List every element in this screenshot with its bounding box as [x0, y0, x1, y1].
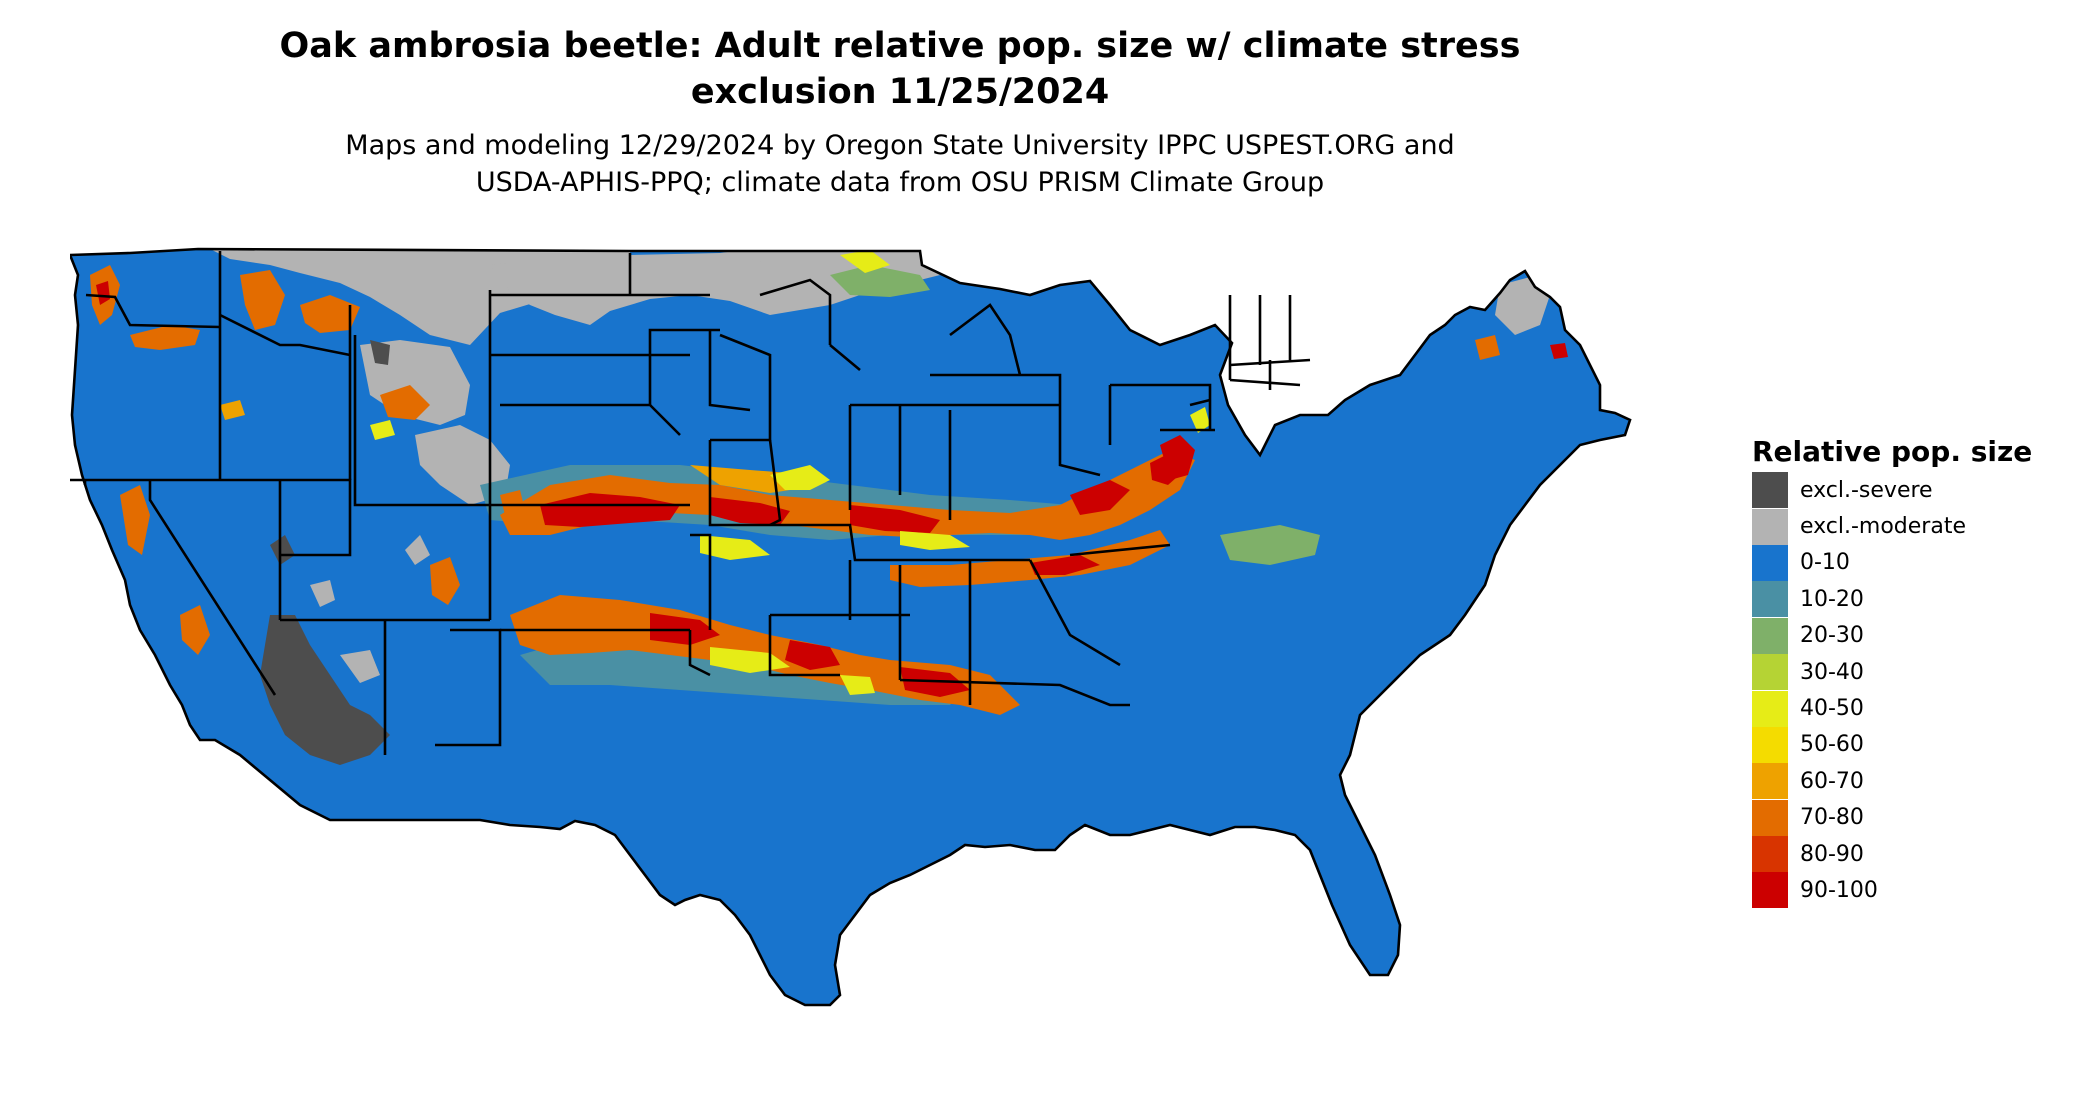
legend-swatch: [1752, 872, 1788, 909]
legend-swatch: [1752, 581, 1788, 618]
legend-item: 90-100: [1752, 872, 2092, 909]
legend-label: 30-40: [1800, 659, 1864, 685]
map-subtitle-line2: USDA-APHIS-PPQ; climate data from OSU PR…: [475, 167, 1325, 198]
us-map: [70, 247, 1632, 1007]
legend-swatch: [1752, 472, 1788, 509]
map-subtitle-line1: Maps and modeling 12/29/2024 by Oregon S…: [345, 130, 1455, 161]
legend-label: 50-60: [1800, 732, 1864, 758]
legend-label: 90-100: [1800, 877, 1878, 903]
legend-label: 0-10: [1800, 550, 1850, 576]
legend-label: 70-80: [1800, 805, 1864, 831]
legend-swatch: [1752, 654, 1788, 691]
legend-item: 0-10: [1752, 544, 2092, 581]
legend-label: 10-20: [1800, 586, 1864, 612]
legend-rows: excl.-severe excl.-moderate 0-10 10-20 20-30…: [1752, 472, 2092, 909]
legend-item: excl.-severe: [1752, 472, 2092, 509]
map-title-line1: Oak ambrosia beetle: Adult relative pop.…: [279, 26, 1521, 66]
legend-label: 40-50: [1800, 696, 1864, 722]
map-title-line2: exclusion 11/25/2024: [690, 72, 1110, 112]
legend-item: 50-60: [1752, 726, 2092, 763]
legend-swatch: [1752, 690, 1788, 727]
legend-swatch: [1752, 836, 1788, 873]
legend-label: excl.-severe: [1800, 477, 1933, 503]
legend-label: 60-70: [1800, 768, 1864, 794]
legend-label: excl.-moderate: [1800, 514, 1966, 540]
legend-title: Relative pop. size: [1752, 435, 2033, 468]
legend-item: 60-70: [1752, 763, 2092, 800]
legend-item: 20-30: [1752, 617, 2092, 654]
legend-item: excl.-moderate: [1752, 508, 2092, 545]
legend-swatch: [1752, 763, 1788, 800]
legend-item: 10-20: [1752, 581, 2092, 618]
legend-swatch: [1752, 726, 1788, 763]
legend-item: 40-50: [1752, 690, 2092, 727]
legend-item: 70-80: [1752, 799, 2092, 836]
legend-swatch: [1752, 544, 1788, 581]
legend-item: 80-90: [1752, 836, 2092, 873]
legend: Relative pop. size excl.-severe excl.-mod…: [1752, 432, 2092, 909]
legend-label: 80-90: [1800, 841, 1864, 867]
legend-swatch: [1752, 617, 1788, 654]
legend-label: 20-30: [1800, 623, 1864, 649]
legend-item: 30-40: [1752, 654, 2092, 691]
legend-swatch: [1752, 508, 1788, 545]
legend-swatch: [1752, 799, 1788, 836]
